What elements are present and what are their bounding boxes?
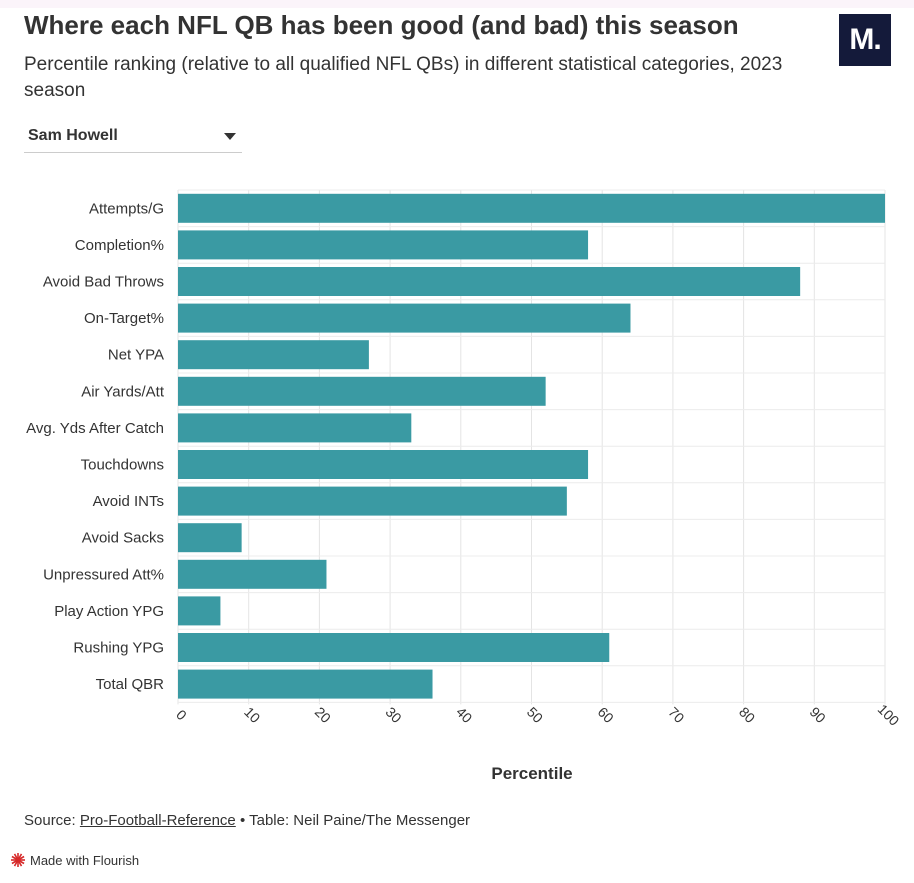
bar[interactable] xyxy=(178,633,610,662)
source-prefix: Source: xyxy=(24,812,76,829)
category-label: Total QBR xyxy=(96,676,165,693)
source-link[interactable]: Pro-Football-Reference xyxy=(79,812,236,829)
bar[interactable] xyxy=(178,523,242,553)
source-suffix: • Table: Neil Paine/The Messenger xyxy=(239,812,471,829)
bar[interactable] xyxy=(178,413,412,443)
source-line: Source: Pro-Football-Reference • Table: … xyxy=(24,812,470,829)
flourish-icon xyxy=(11,853,25,867)
category-label: Avoid INTs xyxy=(93,493,164,510)
category-label: Attempts/G xyxy=(89,200,164,217)
qb-selector-value: Sam Howell xyxy=(28,127,118,144)
x-tick-label: 10 xyxy=(241,704,263,726)
qb-selector-dropdown[interactable]: Sam Howell xyxy=(24,122,242,153)
bar[interactable] xyxy=(178,450,589,479)
category-labels: Attempts/G Completion% Avoid Bad Throws On-… xyxy=(26,200,165,693)
bars xyxy=(178,193,885,699)
bar[interactable] xyxy=(178,559,327,589)
category-label: On-Target% xyxy=(84,310,164,327)
bar[interactable] xyxy=(178,230,589,260)
category-label: Avg. Yds After Catch xyxy=(26,420,164,437)
category-label: Air Yards/Att xyxy=(81,383,165,400)
x-tick-label: 40 xyxy=(453,704,475,726)
x-tick-label: 30 xyxy=(382,704,404,726)
category-label: Completion% xyxy=(75,237,164,254)
messenger-logo[interactable]: M. xyxy=(839,14,891,66)
bar[interactable] xyxy=(178,267,801,296)
category-label: Net YPA xyxy=(108,347,164,364)
x-tick-label: 100 xyxy=(875,701,903,729)
x-tick-label: 50 xyxy=(524,704,546,726)
x-tick-label: 60 xyxy=(595,704,617,726)
top-strip xyxy=(0,0,914,8)
x-tick-label: 0 xyxy=(173,706,190,723)
category-label: Play Action YPG xyxy=(54,603,164,620)
chevron-down-icon xyxy=(224,133,236,140)
category-label: Rushing YPG xyxy=(73,640,164,657)
bar-chart: Attempts/G Completion% Avoid Bad Throws On-… xyxy=(26,189,903,783)
x-tick-label: 70 xyxy=(665,704,687,726)
chart-subtitle: Percentile ranking (relative to all qual… xyxy=(24,54,783,101)
bar[interactable] xyxy=(178,340,369,370)
bar[interactable] xyxy=(178,193,885,223)
category-label: Avoid Bad Throws xyxy=(43,274,164,291)
x-tick-labels: 0 10 20 30 40 50 60 70 80 90 100 xyxy=(173,701,902,729)
flourish-badge[interactable]: Made with Flourish xyxy=(10,852,139,868)
x-tick-label: 80 xyxy=(736,704,758,726)
bar[interactable] xyxy=(178,303,631,333)
category-label: Touchdowns xyxy=(81,457,164,474)
bar[interactable] xyxy=(178,669,433,699)
flourish-badge-text: Made with Flourish xyxy=(30,852,140,868)
bar[interactable] xyxy=(178,376,546,406)
x-tick-label: 20 xyxy=(312,704,334,726)
category-label: Avoid Sacks xyxy=(82,530,164,547)
category-label: Unpressured Att% xyxy=(43,566,164,583)
x-tick-label: 90 xyxy=(807,704,829,726)
bar[interactable] xyxy=(178,596,221,626)
bar[interactable] xyxy=(178,486,567,516)
x-axis-label: Percentile xyxy=(491,764,572,783)
chart-title: Where each NFL QB has been good (and bad… xyxy=(24,10,739,40)
